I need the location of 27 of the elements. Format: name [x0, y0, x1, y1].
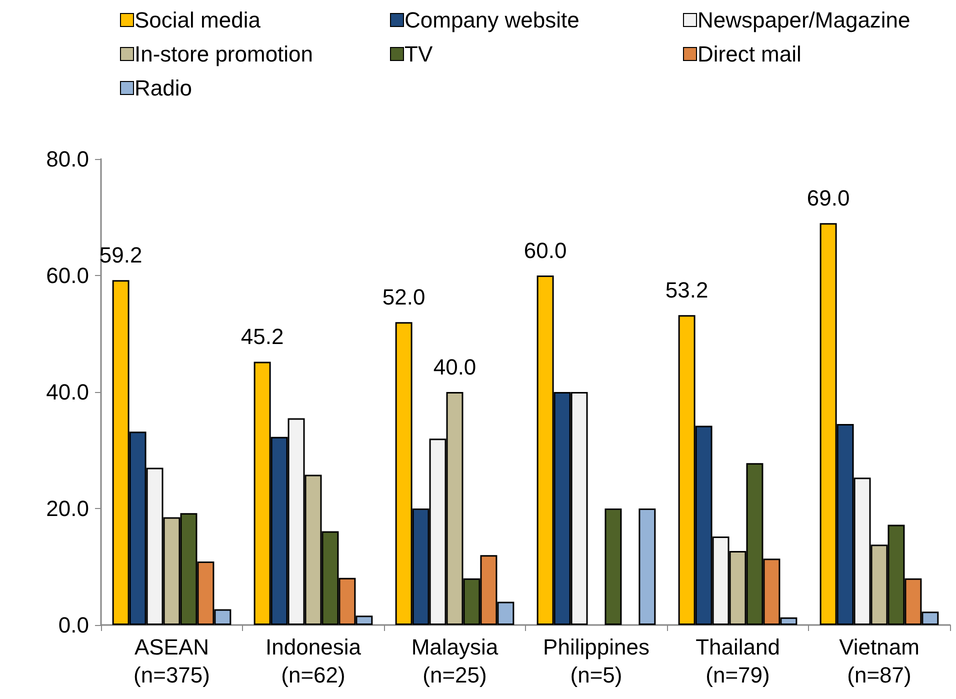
data-label: 52.0	[382, 284, 426, 310]
legend-label: Social media	[134, 8, 262, 32]
x-tick-label: Philippines (n=5)	[543, 634, 650, 688]
legend-label: Radio	[134, 76, 192, 100]
y-tick-label: 20.0	[46, 496, 89, 521]
legend-label: Newspaper/Magazine	[698, 8, 910, 32]
legend-label: In-store promotion	[134, 42, 314, 66]
x-tick-label: ASEAN (n=375)	[134, 634, 210, 688]
data-label: 40.0	[433, 354, 476, 380]
x-tick-label: Vietnam (n=87)	[839, 634, 920, 688]
data-label: 69.0	[806, 186, 850, 211]
x-tick-label: Thailand (n=79)	[696, 634, 780, 688]
legend-label: Direct mail	[698, 42, 802, 66]
y-tick-label: 60.0	[46, 263, 89, 288]
legend-label: Company website	[404, 8, 580, 32]
data-label: 59.2	[99, 242, 142, 268]
data-label: 45.2	[240, 324, 284, 350]
bar	[604, 508, 622, 625]
data-label: 60.0	[524, 238, 567, 263]
y-tick-label: 40.0	[46, 380, 89, 404]
y-tick-label: 0.0	[58, 612, 89, 638]
legend-label: TV	[404, 42, 433, 66]
bar	[638, 508, 656, 625]
data-label: 53.2	[665, 278, 708, 303]
y-tick-label: 80.0	[46, 146, 89, 172]
x-tick-label: Malaysia (n=25)	[411, 634, 499, 688]
x-tick-label: Indonesia (n=62)	[266, 634, 362, 688]
